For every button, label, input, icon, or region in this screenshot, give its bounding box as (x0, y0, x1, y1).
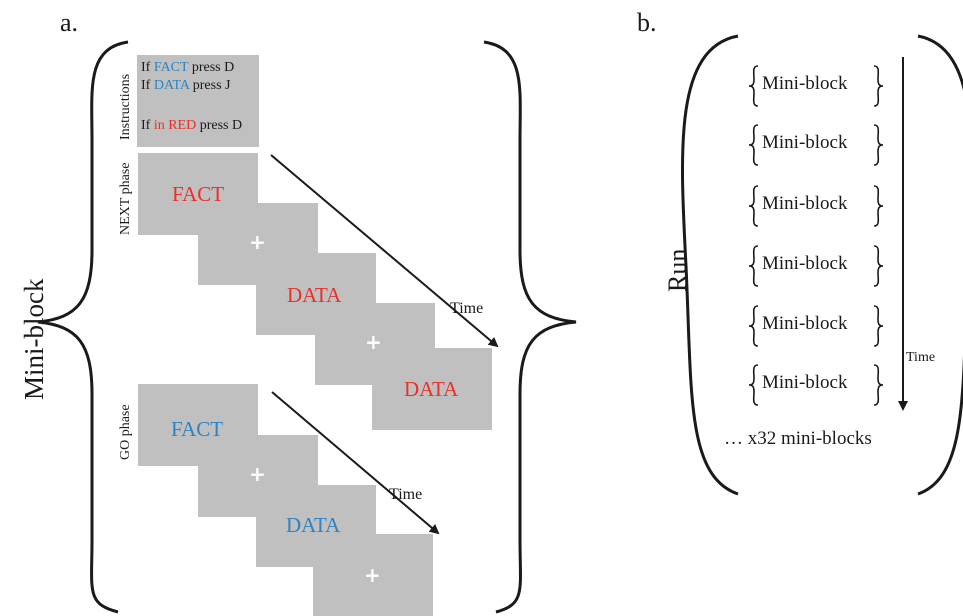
go-screen-4 (313, 534, 433, 616)
instruction-line-data: If DATA press J (141, 78, 231, 93)
next-fixation-1: + (249, 230, 266, 254)
left-paren (680, 34, 739, 496)
instruction-keyword-data: DATA (153, 78, 190, 93)
right-paren (917, 34, 963, 496)
go-fixation-2: + (364, 563, 381, 587)
next-stimulus-2: DATA (287, 283, 342, 307)
mini-block-item: Mini-block (748, 65, 884, 107)
mini-block-count-label: … x32 mini-blocks (724, 428, 872, 449)
right-brace (483, 40, 577, 614)
next-screen-5 (372, 348, 492, 430)
instructions-box: If FACT press D If DATA press J If in RE… (137, 55, 259, 147)
left-brace (37, 40, 129, 614)
panel-b-label: b. (637, 8, 657, 37)
next-stimulus-1: FACT (172, 182, 225, 206)
next-stimulus-3: DATA (404, 377, 459, 401)
run-time-label: Time (906, 350, 936, 365)
mini-block-item: Mini-block (748, 185, 884, 227)
mini-block-item: Mini-block (748, 364, 884, 406)
go-stimulus-2: DATA (286, 513, 341, 537)
mini-block-item: Mini-block (748, 124, 884, 166)
instruction-line-fact: If FACT press D (141, 60, 235, 75)
panel-a-label: a. (60, 8, 79, 37)
instruction-keyword-fact: FACT (153, 60, 189, 75)
instruction-keyword-red: in RED (153, 118, 197, 133)
go-stimulus-1: FACT (171, 417, 224, 441)
mini-block-item: Mini-block (748, 305, 884, 347)
next-time-label: Time (450, 300, 484, 317)
next-fixation-2: + (365, 330, 382, 354)
go-fixation-1: + (249, 462, 266, 486)
mini-block-item: Mini-block (748, 245, 884, 287)
go-time-label: Time (389, 486, 423, 503)
instruction-line-red: If in RED press D (141, 118, 243, 133)
